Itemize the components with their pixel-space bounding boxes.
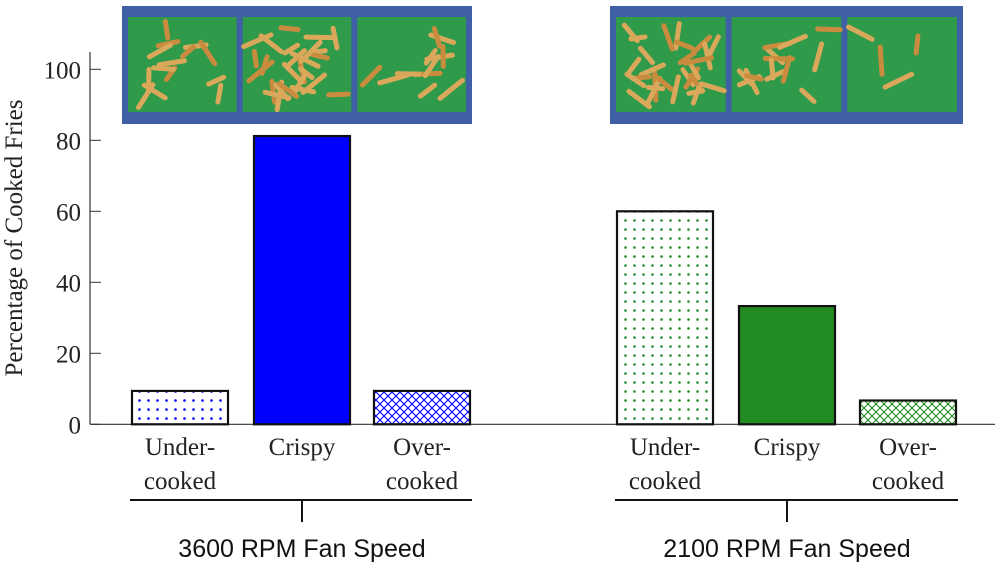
bar: [737, 304, 837, 426]
bar: [858, 399, 958, 426]
x-tick-label: cooked: [872, 468, 945, 495]
fries-photo: [610, 6, 963, 124]
y-tick-label: 0: [69, 412, 82, 439]
y-tick-label: 60: [56, 199, 81, 226]
x-tick-label: Crispy: [269, 434, 336, 461]
fries-photo: [122, 6, 472, 124]
group-label: 3600 RPM Fan Speed: [178, 535, 425, 563]
x-tick-label: Under-: [145, 434, 215, 461]
y-tick-label: 100: [44, 57, 82, 84]
x-tick-label: Over-: [393, 434, 451, 461]
bar: [130, 389, 230, 426]
group-label: 2100 RPM Fan Speed: [663, 535, 910, 563]
y-tick-label: 40: [56, 270, 81, 297]
bar: [252, 134, 352, 426]
x-tick-label: Under-: [630, 434, 700, 461]
x-tick-label: Crispy: [754, 434, 821, 461]
bar: [615, 210, 715, 426]
y-axis-label: Percentage of Cooked Fries: [1, 99, 28, 376]
x-tick-label: Over-: [879, 434, 937, 461]
x-tick-label: cooked: [629, 468, 702, 495]
x-tick-label: cooked: [144, 468, 217, 495]
bar: [372, 389, 472, 426]
y-tick-label: 20: [56, 341, 81, 368]
y-tick-label: 80: [56, 128, 81, 155]
x-tick-label: cooked: [386, 468, 459, 495]
